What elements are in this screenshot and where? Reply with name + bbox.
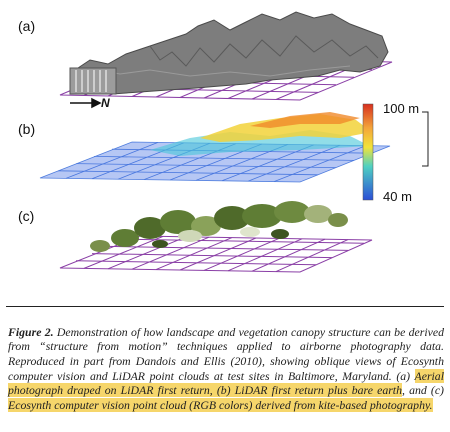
scale-bottom-label: 40 m bbox=[383, 189, 412, 204]
lidar-canopy-orange bbox=[250, 112, 360, 128]
lidar-ground bbox=[40, 142, 390, 182]
color-scale-bar bbox=[362, 103, 374, 201]
panel-b-label: (b) bbox=[18, 121, 36, 137]
north-arrow bbox=[70, 97, 102, 109]
caption-lead: Figure 2. bbox=[8, 324, 54, 339]
caption-text-2: , and (c) bbox=[401, 383, 444, 398]
panel-c-label: (c) bbox=[18, 208, 35, 224]
figure-divider bbox=[6, 306, 444, 307]
caption-text-1: Demonstration of how landscape and veget… bbox=[8, 324, 444, 383]
figure-caption: Figure 2. Demonstration of how landscape… bbox=[8, 325, 444, 413]
caption-highlight-2: Ecosynth computer vision point cloud (RG… bbox=[8, 397, 433, 412]
scale-top-label: 100 m bbox=[383, 101, 420, 116]
scale-bracket bbox=[422, 111, 429, 167]
figure: (a) N (b) 100 m 40 m (c) bbox=[18, 11, 429, 273]
panel-a-label: (a) bbox=[18, 18, 36, 34]
draped-terrain bbox=[71, 11, 389, 95]
photo-block bbox=[69, 67, 117, 95]
north-label: N bbox=[101, 96, 110, 110]
vegetation-point-cloud bbox=[90, 201, 348, 252]
panel-a-graphic bbox=[39, 11, 429, 273]
